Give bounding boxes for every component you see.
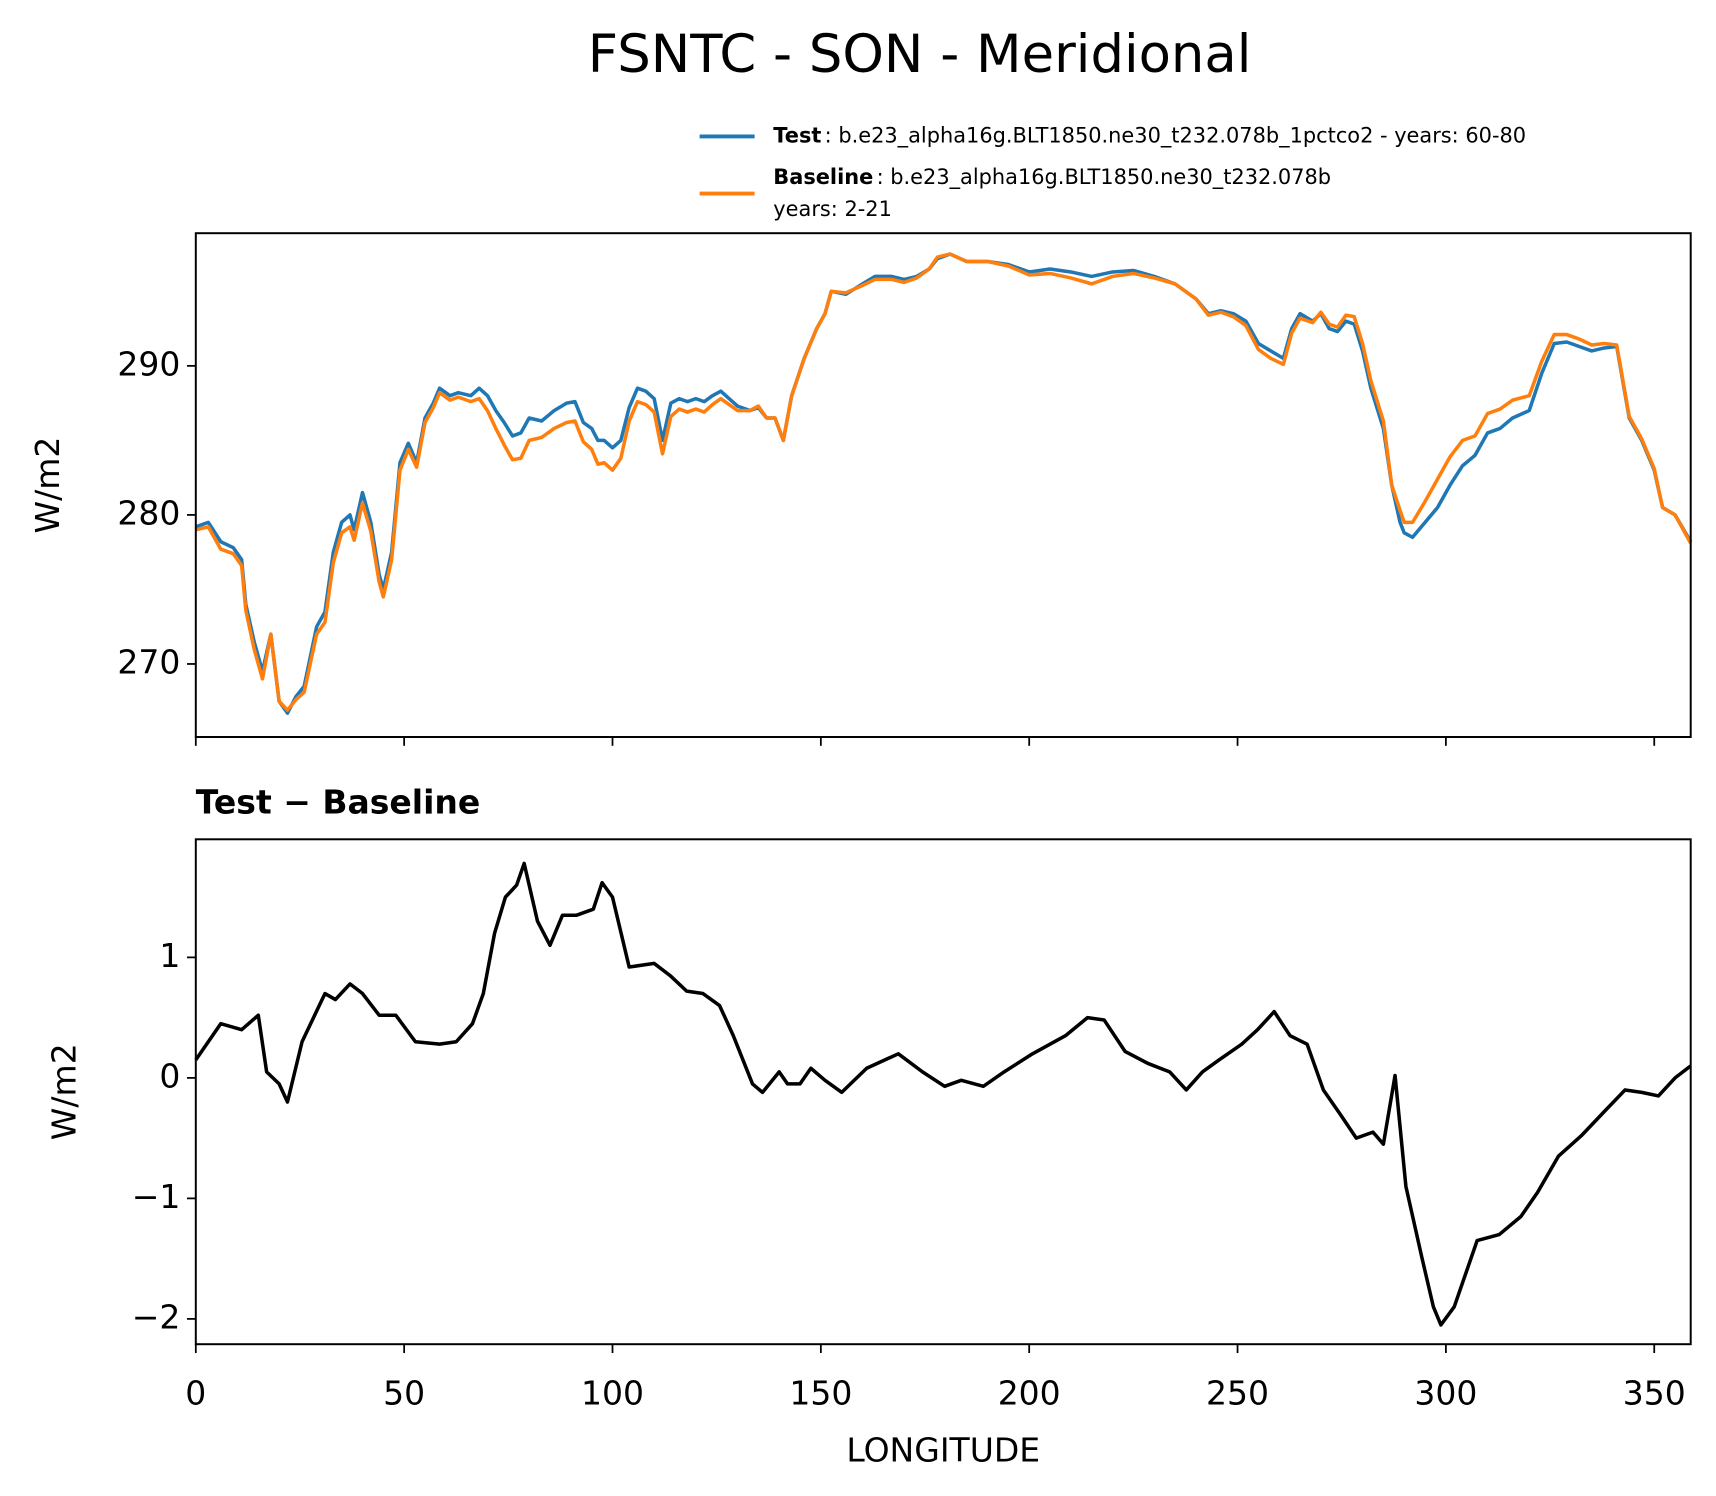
y-tick-label: −2 (132, 1297, 181, 1336)
x-tick-label: 300 (1414, 1373, 1477, 1412)
x-tick-label: 0 (185, 1373, 206, 1412)
x-tick-label: 50 (383, 1373, 425, 1412)
legend-label: : b.e23_alpha16g.BLT1850.ne30_t232.078b (877, 165, 1331, 190)
y-axis-label: W/m2 (28, 437, 67, 534)
x-tick-label: 200 (998, 1373, 1061, 1412)
subplot-title: Test − Baseline (196, 783, 481, 822)
y-tick-label: −1 (132, 1177, 181, 1216)
y-tick-label: 1 (159, 936, 180, 975)
axes-frame (194, 232, 1692, 738)
y-tick-label: 280 (117, 493, 180, 532)
x-axis-label: LONGITUDE (846, 1431, 1040, 1470)
x-tick-label: 350 (1623, 1373, 1686, 1412)
legend-label: : b.e23_alpha16g.BLT1850.ne30_t232.078b_… (825, 123, 1526, 148)
data-line (195, 252, 1693, 712)
plot-area: 270 280 290 W/m2 −2 −1 0 1 0 50 100 150 200 250 300 350… (28, 24, 1693, 1470)
x-tick-label: 100 (581, 1373, 644, 1412)
legend-name: Test (773, 123, 821, 147)
x-tick-label: 250 (1206, 1373, 1269, 1412)
legend-label: years: 2-21 (773, 197, 892, 221)
data-line (194, 861, 1692, 1327)
axes-frame (194, 838, 1692, 1346)
figure-title: FSNTC - SON - Meridional (588, 24, 1252, 85)
y-tick-label: 270 (117, 642, 180, 681)
x-tick-label: 150 (789, 1373, 852, 1412)
y-axis-label: W/m2 (44, 1043, 83, 1140)
y-tick-label: 0 (159, 1056, 180, 1095)
legend-name: Baseline (773, 165, 873, 189)
y-tick-label: 290 (117, 344, 180, 383)
